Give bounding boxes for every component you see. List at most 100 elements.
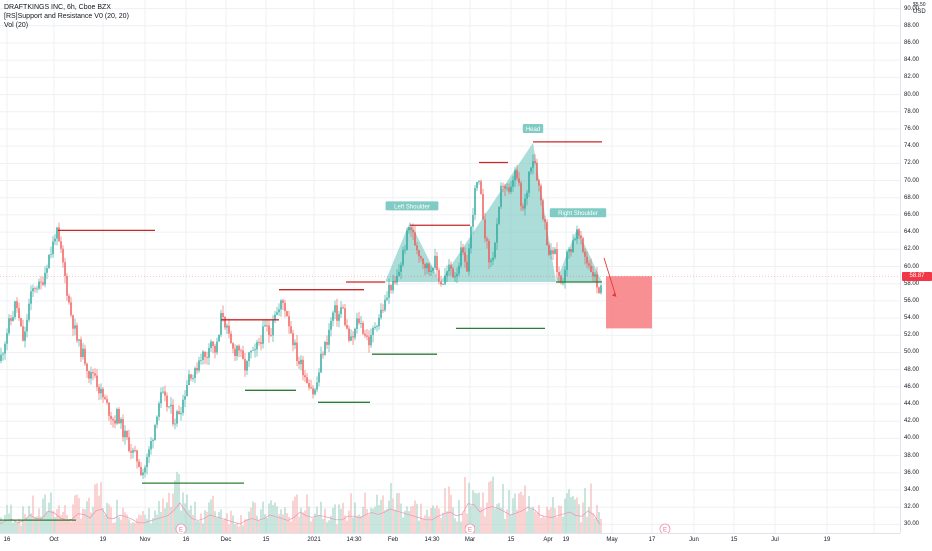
- candle-body: [270, 335, 272, 336]
- candle-body: [476, 181, 478, 189]
- candle-body: [48, 254, 50, 269]
- candle-body: [8, 318, 10, 334]
- price-axis[interactable]: $5.50 USD 30.00 32.00 34.00 36.00 38.00 40.00…: [900, 0, 932, 533]
- candle-body: [360, 323, 362, 324]
- candle-body: [468, 248, 470, 272]
- candle-body: [530, 167, 532, 172]
- volume-bar: [506, 509, 508, 533]
- candle-body: [438, 270, 440, 282]
- candle-body: [238, 345, 240, 351]
- candle-body: [142, 472, 144, 476]
- candle-body: [184, 396, 186, 400]
- volume-bar: [538, 505, 540, 533]
- volume-bar: [162, 498, 164, 533]
- candle-body: [298, 361, 300, 365]
- candle-body: [374, 326, 376, 328]
- volume-bar: [342, 502, 344, 533]
- time-tick: 14:30: [424, 537, 440, 543]
- volume-bar: [288, 516, 290, 533]
- candle-body: [198, 360, 200, 371]
- volume-bar: [574, 499, 576, 533]
- volume-bar: [494, 508, 496, 533]
- candle-body: [230, 333, 232, 344]
- volume-bar: [276, 506, 278, 533]
- candle-body: [378, 317, 380, 327]
- volume-bar: [336, 524, 338, 533]
- legend-volume[interactable]: Vol (20): [4, 22, 29, 29]
- candle-body: [170, 404, 172, 407]
- volume-bar: [394, 509, 396, 533]
- volume-bar: [234, 524, 236, 533]
- pattern-label-bg: [549, 208, 607, 218]
- candle-body: [380, 309, 382, 318]
- volume-bar: [124, 512, 126, 533]
- volume-bar: [190, 505, 192, 533]
- legend-symbol[interactable]: DRAFTKINGS INC, 6h, Cboe BZX: [4, 4, 111, 11]
- volume-bar: [222, 519, 224, 533]
- volume-bar: [392, 498, 394, 533]
- candle-body: [592, 272, 594, 277]
- price-tick: 54.00: [904, 315, 920, 322]
- time-tick: Jun: [689, 537, 699, 543]
- volume-bar: [386, 508, 388, 533]
- chart-pane[interactable]: Left Shoulder Head Right Shoulder E E E DRAFT…: [0, 0, 900, 535]
- volume-bar: [280, 509, 282, 533]
- volume-bar: [428, 516, 430, 533]
- price-chart[interactable]: Left Shoulder Head Right Shoulder E E E: [0, 0, 900, 535]
- time-axis[interactable]: 16 Oct 19 Nov 16 Dec 15 2021 14:30 Feb 14:30 Mar 15 A…: [0, 533, 900, 551]
- pattern-label-bg: [522, 123, 544, 133]
- candle-body: [2, 353, 4, 355]
- volume-bar: [430, 507, 432, 533]
- volume-bar: [338, 504, 340, 533]
- volume-bar: [16, 522, 18, 533]
- volume-bar: [578, 504, 580, 533]
- candle-body: [408, 227, 410, 231]
- candle-body: [426, 263, 428, 269]
- volume-bar: [134, 522, 136, 533]
- price-tick: 70.00: [904, 177, 920, 184]
- time-tick: 19: [99, 537, 107, 543]
- volume-bar: [330, 515, 332, 533]
- volume-bar: [426, 509, 428, 533]
- candle-body: [518, 178, 520, 184]
- volume-bar: [196, 521, 198, 533]
- volume-bar: [586, 516, 588, 533]
- volume-bar: [352, 517, 354, 533]
- volume-bar: [126, 514, 128, 533]
- candle-body: [18, 308, 20, 319]
- candle-body: [50, 254, 52, 255]
- price-tick: 74.00: [904, 143, 920, 150]
- candle-body: [512, 180, 514, 187]
- legend-indicator[interactable]: [RS]Support and Resistance V0 (20, 20): [4, 13, 129, 20]
- time-tick: Nov: [139, 537, 151, 543]
- projection-arrow: [603, 257, 617, 297]
- volume-bar: [390, 483, 392, 533]
- volume-bar: [106, 502, 108, 533]
- candle-body: [292, 333, 294, 346]
- volume-bar: [446, 511, 448, 533]
- volume-bar: [568, 489, 570, 533]
- candle-body: [36, 288, 38, 290]
- volume-bar: [306, 494, 308, 533]
- candle-body: [88, 371, 90, 379]
- volume-bar: [302, 512, 304, 533]
- volume-bar: [600, 518, 602, 533]
- candle-body: [180, 413, 182, 415]
- candle-body: [548, 245, 550, 255]
- candle-body: [432, 267, 434, 271]
- candle-body: [406, 230, 408, 250]
- volume-bar: [366, 508, 368, 533]
- volume-bar: [500, 507, 502, 533]
- candle-body: [458, 265, 460, 274]
- volume-bar: [380, 499, 382, 533]
- volume-bar: [236, 522, 238, 533]
- candle-body: [496, 223, 498, 243]
- candle-body: [370, 335, 372, 346]
- price-tick: 42.00: [904, 418, 920, 425]
- volume-bar: [218, 512, 220, 533]
- candle-body: [582, 238, 584, 252]
- candle-body: [388, 284, 390, 298]
- candle-body: [488, 240, 490, 263]
- volume-bar: [210, 499, 212, 533]
- volume-bar: [56, 509, 58, 533]
